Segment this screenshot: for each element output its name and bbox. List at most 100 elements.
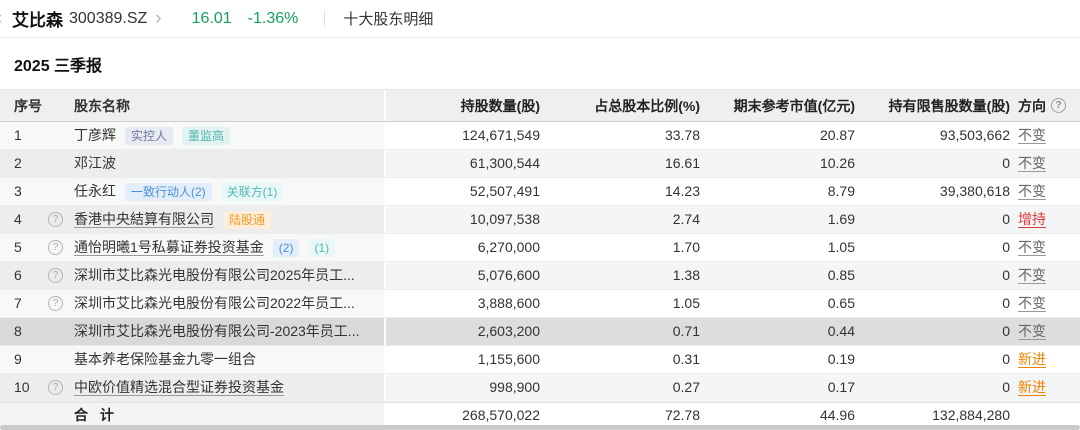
row-number: 10 <box>14 379 30 395</box>
direction-cell: 新进 <box>1010 346 1080 373</box>
pct-of-total: 1.38 <box>672 267 700 283</box>
help-icon[interactable]: ? <box>48 268 63 283</box>
row-help-cell <box>48 150 74 177</box>
shareholder-name: 深圳市艾比森光电股份有限公司-2023年员工... <box>74 323 360 339</box>
table-row[interactable]: 9 基本养老保险基金九零一组合 1,155,600 0.31 0.19 0 新进 <box>0 346 1080 374</box>
row-number: 1 <box>14 127 22 143</box>
direction-link[interactable]: 不变 <box>1018 127 1046 143</box>
pct-of-total: 0.31 <box>672 351 700 367</box>
restricted-shares: 0 <box>1002 211 1010 227</box>
pct-of-total: 1.05 <box>672 295 700 311</box>
header-restricted: 持有限售股数量(股) <box>888 98 1010 114</box>
shareholder-name-cell: 深圳市艾比森光电股份有限公司2025年员工... <box>74 262 384 289</box>
topbar: ‹ 艾比森 300389.SZ › 16.01 -1.36% 十大股东明细 <box>0 0 1080 38</box>
shareholder-name-cell: 丁彦辉 实控人 董监高 <box>74 122 384 149</box>
market-value: 0.19 <box>827 351 855 367</box>
stock-price: 16.01 <box>191 9 232 27</box>
shareholders-table: 序号 股东名称 持股数量(股) 占总股本比例(%) 期末参考市值(亿元) 持有限… <box>0 89 1080 428</box>
header-left-group: 序号 股东名称 <box>0 90 386 121</box>
market-value: 0.17 <box>827 379 855 395</box>
header-direction-label: 方向 <box>1018 97 1046 114</box>
table-row[interactable]: 10 ? 中欧价值精选混合型证券投资基金 998,900 0.27 0.17 0… <box>0 374 1080 402</box>
direction-cell: 不变 <box>1010 150 1080 177</box>
direction-help-icon[interactable]: ? <box>1051 98 1066 113</box>
direction-cell: 不变 <box>1010 318 1080 345</box>
row-number: 5 <box>14 239 22 255</box>
table-row[interactable]: 6 ? 深圳市艾比森光电股份有限公司2025年员工... 5,076,600 1… <box>0 262 1080 290</box>
row-number: 7 <box>14 295 22 311</box>
shareholder-tag[interactable]: 关联方(1) <box>220 182 284 201</box>
table-row[interactable]: 7 ? 深圳市艾比森光电股份有限公司2022年员工... 3,888,600 1… <box>0 290 1080 318</box>
shareholder-name: 任永红 <box>74 183 116 199</box>
market-value: 0.65 <box>827 295 855 311</box>
market-value: 0.44 <box>827 323 855 339</box>
total-market-value: 44.96 <box>819 407 855 423</box>
pct-of-total: 2.74 <box>672 211 700 227</box>
pct-of-total: 16.61 <box>664 155 700 171</box>
horizontal-scrollbar[interactable] <box>0 425 1080 430</box>
direction-link[interactable]: 不变 <box>1018 155 1046 171</box>
restricted-shares: 93,503,662 <box>939 127 1010 143</box>
shares-held: 2,603,200 <box>477 323 540 339</box>
shareholder-name: 香港中央結算有限公司 <box>74 211 214 227</box>
pct-of-total: 1.70 <box>672 239 700 255</box>
shares-held: 10,097,538 <box>469 211 540 227</box>
table-total-row: 合 计 268,570,022 72.78 44.96 132,884,280 <box>0 402 1080 428</box>
help-icon[interactable]: ? <box>48 380 63 395</box>
table-row[interactable]: 3 任永红 一致行动人(2) 关联方(1) 52,507,491 14.23 8.… <box>0 178 1080 206</box>
direction-link[interactable]: 不变 <box>1018 183 1046 199</box>
restricted-shares: 0 <box>1002 323 1010 339</box>
direction-cell: 不变 <box>1010 234 1080 261</box>
direction-link[interactable]: 不变 <box>1018 295 1046 311</box>
direction-cell: 不变 <box>1010 178 1080 205</box>
table-row[interactable]: 2 邓江波 61,300,544 16.61 10.26 0 不变 <box>0 150 1080 178</box>
row-help-cell <box>48 346 74 373</box>
direction-link[interactable]: 不变 <box>1018 267 1046 283</box>
vertical-divider <box>324 10 326 27</box>
direction-link[interactable]: 新进 <box>1018 379 1046 395</box>
direction-link[interactable]: 增持 <box>1018 211 1046 227</box>
row-number: 8 <box>14 323 22 339</box>
shareholder-tag[interactable]: 董监高 <box>182 126 231 145</box>
pct-of-total: 14.23 <box>664 183 700 199</box>
shares-held: 61,300,544 <box>469 155 540 171</box>
table-row[interactable]: 1 丁彦辉 实控人 董监高 124,671,549 33.78 20.87 93,… <box>0 122 1080 150</box>
help-icon[interactable]: ? <box>48 212 63 227</box>
row-left-group: 3 任永红 一致行动人(2) 关联方(1) <box>0 178 386 205</box>
header-num: 序号 <box>14 98 42 114</box>
restricted-shares: 39,380,618 <box>939 183 1010 199</box>
row-number: 6 <box>14 267 22 283</box>
row-left-group: 4 ? 香港中央結算有限公司 陆股通 <box>0 206 386 233</box>
shareholder-name-cell: 通怡明曦1号私募证券投资基金 (2) (1) <box>74 234 384 261</box>
direction-cell: 不变 <box>1010 262 1080 289</box>
table-row[interactable]: 5 ? 通怡明曦1号私募证券投资基金 (2) (1) 6,270,000 1.70… <box>0 234 1080 262</box>
help-icon[interactable]: ? <box>48 240 63 255</box>
direction-link[interactable]: 不变 <box>1018 239 1046 255</box>
row-help-cell <box>48 318 74 345</box>
forward-chevron-icon[interactable]: › <box>155 8 162 29</box>
header-icon-spacer <box>48 90 74 121</box>
shareholder-name-cell: 深圳市艾比森光电股份有限公司-2023年员工... <box>74 318 384 345</box>
stock-change-percent: -1.36% <box>247 9 299 27</box>
stock-name[interactable]: 艾比森 <box>12 11 63 30</box>
table-row[interactable]: 4 ? 香港中央結算有限公司 陆股通 10,097,538 2.74 1.69 … <box>0 206 1080 234</box>
row-left-group: 2 邓江波 <box>0 150 386 177</box>
shareholder-tag[interactable]: (1) <box>308 238 336 257</box>
restricted-shares: 0 <box>1002 239 1010 255</box>
back-chevron-icon[interactable]: ‹ <box>0 9 8 28</box>
shareholder-name-cell: 基本养老保险基金九零一组合 <box>74 346 384 373</box>
shareholder-tag[interactable]: 实控人 <box>125 126 174 145</box>
shares-held: 124,671,549 <box>462 127 540 143</box>
header-direction: 方向 ? <box>1010 90 1080 121</box>
help-icon[interactable]: ? <box>48 296 63 311</box>
row-help-cell: ? <box>48 290 74 317</box>
direction-link[interactable]: 不变 <box>1018 323 1046 339</box>
shareholder-name: 深圳市艾比森光电股份有限公司2022年员工... <box>74 295 355 311</box>
shareholder-tag[interactable]: 陆股通 <box>223 210 272 229</box>
table-row[interactable]: 8 深圳市艾比森光电股份有限公司-2023年员工... 2,603,200 0.… <box>0 318 1080 346</box>
shareholder-tag[interactable]: 一致行动人(2) <box>125 182 212 201</box>
pct-of-total: 0.71 <box>672 323 700 339</box>
shareholder-tag[interactable]: (2) <box>272 238 300 257</box>
direction-link[interactable]: 新进 <box>1018 351 1046 367</box>
